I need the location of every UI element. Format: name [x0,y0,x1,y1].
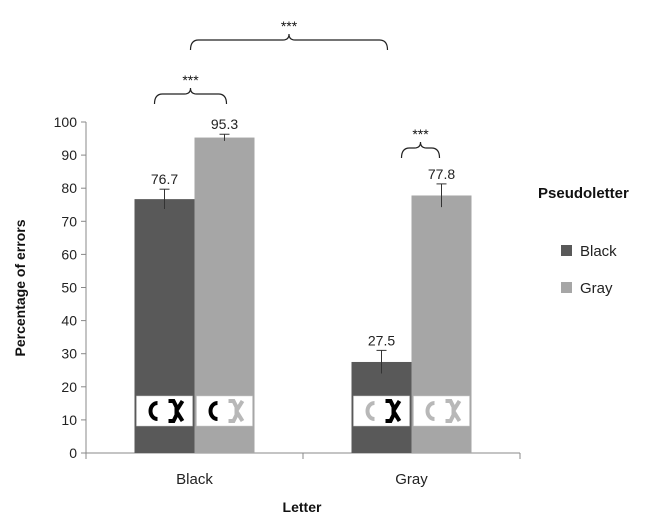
significance-bracket: *** [189,18,389,51]
stimulus-example-icon [136,395,193,427]
legend-label: Black [580,243,617,260]
y-tick-label: 60 [61,246,77,262]
pseudoletter-stroke [445,408,462,423]
y-tick-label: 0 [69,445,77,461]
x-axis-title: Letter [283,499,322,515]
data-label: 77.8 [428,166,455,182]
significance-bracket: *** [400,126,441,159]
y-tick-label: 30 [61,346,77,362]
legend-label: Gray [580,280,613,297]
stimulus-example-icon [413,395,470,427]
pseudoletter-stroke [228,408,245,423]
pseudoletter-stroke [228,399,245,414]
pseudoletter-stroke [168,408,185,423]
pseudoletter-stroke [445,399,462,414]
y-tick-label: 90 [61,147,77,163]
x-tick-label: Gray [395,471,428,488]
pseudoletter-glyph-icon [168,399,185,423]
pseudoletter-glyph-icon [385,399,402,423]
letter-c-glyph-icon [208,401,218,421]
y-tick-label: 20 [61,379,77,395]
bracket-line [189,33,389,51]
stimulus-box [136,395,193,427]
x-tick-label: Black [176,471,213,488]
data-label: 76.7 [151,171,178,187]
y-tick-label: 100 [54,114,78,130]
significance-label: *** [412,126,429,142]
pseudoletter-glyph-icon [228,399,245,423]
stimulus-example-icon [353,395,410,427]
pseudoletter-stroke [385,399,402,414]
y-tick-label: 40 [61,313,77,329]
y-axis-title: Percentage of errors [12,219,28,356]
stimulus-box [196,395,253,427]
bars: 76.7 95.3 27.5 77.8 [134,116,472,453]
pseudoletter-stroke [168,399,185,414]
pseudoletter-stroke [385,408,402,423]
stimulus-example-icon [196,395,253,427]
annotations: *** *** *** [153,18,441,159]
letter-c-glyph-icon [148,401,158,421]
significance-bracket: *** [153,72,228,105]
pseudoletter-glyph-icon [445,399,462,423]
stimulus-box [413,395,470,427]
data-label: 95.3 [211,116,238,132]
legend-title: Pseudoletter [538,185,629,202]
bracket-line [153,87,228,105]
y-tick-label: 10 [61,412,77,428]
letter-c-glyph-icon [365,401,375,421]
y-tick-label: 70 [61,213,77,229]
legend: Pseudoletter Black Gray [538,185,629,297]
stimulus-box [353,395,410,427]
legend-swatch [561,245,572,256]
y-tick-label: 50 [61,280,77,296]
bracket-line [400,141,441,159]
significance-label: *** [182,72,199,88]
significance-label: *** [281,18,298,34]
legend-swatch [561,282,572,293]
axes: 0 10 20 30 40 50 60 70 80 90 100 Black Gray [54,114,521,488]
data-label: 27.5 [368,332,395,348]
letter-c-glyph-icon [425,401,435,421]
y-tick-label: 80 [61,180,77,196]
